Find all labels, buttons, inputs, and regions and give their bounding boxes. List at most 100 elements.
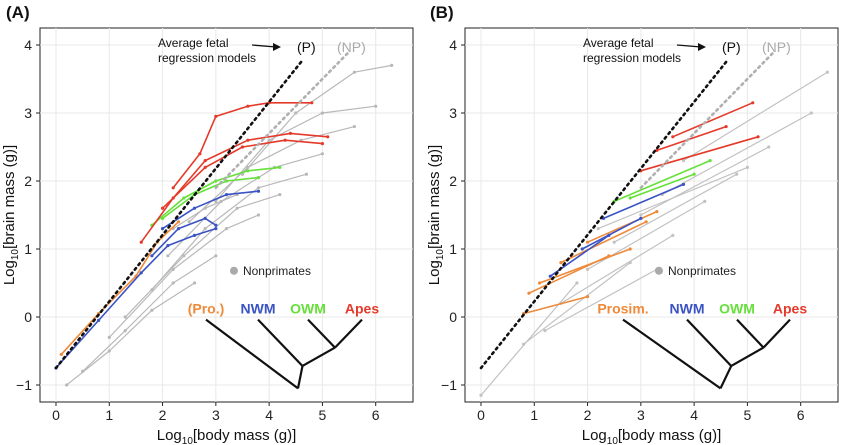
data-point-nonprimate (825, 70, 829, 74)
data-point-owm (182, 196, 186, 200)
nonprimate-line-label: (NP) (762, 39, 791, 55)
y-tick-label: 0 (449, 309, 457, 325)
annotation-line-1: Average fetal (583, 36, 654, 50)
y-tick-label: 2 (449, 173, 457, 189)
y-axis-label: Log10[brain mass (g)] (1, 145, 21, 285)
series-line-nonprimate (215, 105, 376, 202)
series-line-nonprimate (242, 64, 392, 175)
series-line-nonprimate (661, 112, 812, 196)
group-label-owm: OWM (719, 301, 755, 317)
nonprimate-regression-line (639, 50, 776, 190)
primate-regression-line (54, 60, 303, 370)
x-tick-label: 1 (105, 407, 113, 423)
data-point-owm (246, 169, 250, 173)
annotation-arrow-shaft (251, 44, 277, 48)
nonprimate-legend-marker (654, 266, 663, 275)
y-tick-label: 2 (24, 173, 32, 189)
data-point-apes (320, 142, 325, 146)
data-point-nonprimate (575, 281, 579, 285)
panel-label: (B) (430, 3, 454, 22)
data-point-apes (203, 165, 207, 169)
data-point-apes (310, 101, 314, 105)
data-point-nonprimate (214, 199, 218, 203)
data-point-nwm (580, 247, 584, 251)
tree-branch (296, 365, 304, 389)
y-axis-label: Log10[brain mass (g)] (426, 145, 446, 285)
data-point-nonprimate (767, 145, 771, 149)
data-point-nonprimate (703, 199, 707, 203)
data-point-apes (326, 135, 330, 139)
data-point-nonprimate (267, 138, 271, 142)
data-point-apes (283, 138, 287, 142)
y-tick-label: 1 (24, 241, 32, 257)
series-line-nwm (55, 227, 217, 369)
x-tick-label: 2 (159, 407, 167, 423)
tree-branch (762, 318, 791, 349)
data-point-pro (644, 220, 648, 224)
group-label-nwm: NWM (670, 301, 705, 317)
panel-label: (A) (6, 3, 30, 22)
nonprimate-legend-label: Nonprimates (668, 264, 736, 278)
data-point-nwm (176, 227, 181, 231)
data-point-nonprimate (809, 111, 813, 115)
data-point-pro (585, 240, 590, 244)
series-line-nonprimate (188, 126, 355, 223)
tree-branch (686, 318, 733, 367)
y-tick-label: 4 (449, 37, 457, 53)
data-layer (479, 50, 829, 397)
x-axis-label-text: [body mass (g)] (618, 427, 721, 444)
series-line-nonprimate (523, 262, 631, 345)
data-point-apes (171, 186, 175, 190)
annotation-line-2: regression models (583, 51, 681, 65)
data-point-nwm (214, 227, 218, 231)
data-point-pro (538, 281, 542, 285)
series-line-nwm (581, 217, 642, 250)
x-tick-label: 0 (52, 407, 60, 423)
primate-regression-line (479, 60, 728, 370)
data-point-nwm (681, 182, 686, 186)
annotation-line-1: Average fetal (158, 36, 229, 50)
data-point-nonprimate (596, 227, 600, 231)
data-point-nonprimate (543, 329, 547, 333)
data-point-nwm (192, 233, 197, 237)
series-line-apes (172, 102, 312, 189)
data-point-apes (203, 159, 207, 163)
data-point-owm (708, 159, 712, 163)
data-point-apes (214, 114, 218, 118)
group-label-apes: Apes (773, 301, 807, 317)
y-axis-label-subscript: 10 (435, 249, 446, 261)
group-label-prosimians: (Pro.) (188, 301, 225, 317)
data-point-nonprimate (203, 206, 207, 210)
data-point-nwm (256, 189, 261, 193)
series-line-owm (613, 159, 711, 203)
data-point-nonprimate (187, 220, 191, 224)
series-line-owm (162, 176, 259, 220)
nonprimate-line-label: (NP) (337, 39, 366, 55)
data-point-nwm (639, 216, 643, 220)
series-line-apes (656, 125, 727, 152)
y-axis-label-subscript: 10 (10, 249, 21, 261)
data-point-nonprimate (81, 369, 85, 373)
data-point-nonprimate (224, 227, 229, 231)
plot-area (39, 27, 414, 403)
data-point-nonprimate (123, 315, 127, 319)
data-point-owm (256, 176, 261, 180)
data-point-nonprimate (123, 329, 127, 333)
data-point-nonprimate (735, 172, 739, 176)
x-tick-label: 5 (319, 407, 327, 423)
data-point-pro (585, 295, 590, 299)
data-point-nonprimate (585, 267, 590, 271)
data-point-nwm (166, 244, 170, 248)
data-point-nonprimate (171, 281, 175, 285)
tree-branch (205, 318, 299, 390)
data-point-nonprimate (65, 383, 69, 387)
y-tick-label: −1 (16, 377, 32, 393)
series-line-nonprimate (683, 71, 828, 162)
tree-branch (307, 318, 336, 349)
data-point-nonprimate (479, 393, 483, 397)
data-point-nonprimate (256, 213, 261, 217)
data-point-nonprimate (278, 193, 282, 197)
y-tick-label: 3 (24, 105, 32, 121)
annotation-line-2: regression models (158, 51, 256, 65)
